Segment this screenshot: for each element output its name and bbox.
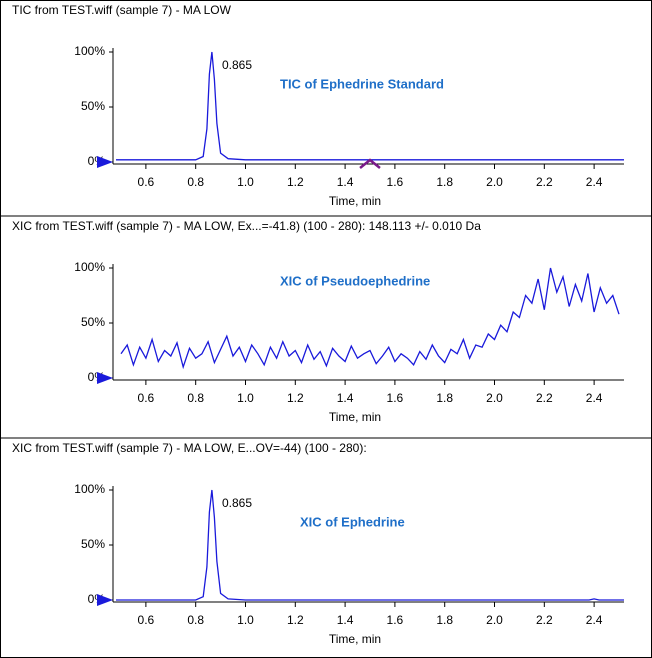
x-tick-label: 1.0 xyxy=(237,613,254,627)
x-tick-label: 0.8 xyxy=(187,175,204,189)
y-tick-label: 100% xyxy=(74,482,105,496)
trace xyxy=(116,51,624,161)
x-tick-label: 2.0 xyxy=(486,175,503,189)
trace-label: XIC of Pseudoephedrine xyxy=(280,273,430,288)
peak-label: 0.865 xyxy=(222,496,252,510)
x-tick-label: 1.6 xyxy=(387,613,404,627)
x-tick-label: 2.4 xyxy=(586,175,603,189)
zero-arrow xyxy=(97,372,113,384)
x-axis-label: Time, min xyxy=(329,410,381,424)
x-tick-label: 1.8 xyxy=(436,613,453,627)
trace-label: TIC of Ephedrine Standard xyxy=(280,76,444,91)
y-tick-label: 100% xyxy=(74,44,105,58)
x-tick-label: 1.2 xyxy=(287,391,304,405)
zero-arrow xyxy=(97,594,113,606)
x-tick-label: 1.6 xyxy=(387,391,404,405)
panel-title: XIC from TEST.wiff (sample 7) - MA LOW, … xyxy=(12,219,481,233)
x-tick-label: 0.6 xyxy=(138,391,155,405)
panel-title: XIC from TEST.wiff (sample 7) - MA LOW, … xyxy=(12,441,367,455)
y-tick-label: 50% xyxy=(81,315,105,329)
x-tick-label: 1.4 xyxy=(337,175,354,189)
x-tick-label: 0.8 xyxy=(187,391,204,405)
x-tick-label: 1.2 xyxy=(287,613,304,627)
x-tick-label: 1.0 xyxy=(237,391,254,405)
x-tick-label: 1.8 xyxy=(436,391,453,405)
x-tick-label: 1.8 xyxy=(436,175,453,189)
x-tick-label: 1.6 xyxy=(387,175,404,189)
x-tick-label: 1.4 xyxy=(337,613,354,627)
cursor-marker xyxy=(359,158,381,169)
x-tick-label: 1.0 xyxy=(237,175,254,189)
x-tick-label: 2.2 xyxy=(536,613,553,627)
x-tick-label: 2.4 xyxy=(586,391,603,405)
x-tick-label: 0.8 xyxy=(187,613,204,627)
y-tick-label: 50% xyxy=(81,99,105,113)
y-tick-label: 100% xyxy=(74,260,105,274)
x-tick-label: 2.2 xyxy=(536,175,553,189)
x-axis-label: Time, min xyxy=(329,632,381,646)
x-axis-label: Time, min xyxy=(329,194,381,208)
trace xyxy=(116,489,624,601)
trace-label: XIC of Ephedrine xyxy=(300,514,405,529)
panel-title: TIC from TEST.wiff (sample 7) - MA LOW xyxy=(12,3,232,17)
x-tick-label: 2.4 xyxy=(586,613,603,627)
x-tick-label: 2.2 xyxy=(536,391,553,405)
x-tick-label: 1.2 xyxy=(287,175,304,189)
x-tick-label: 0.6 xyxy=(138,175,155,189)
trace xyxy=(120,267,620,370)
zero-arrow xyxy=(97,156,113,168)
x-tick-label: 0.6 xyxy=(138,613,155,627)
x-tick-label: 2.0 xyxy=(486,391,503,405)
x-tick-label: 1.4 xyxy=(337,391,354,405)
y-tick-label: 50% xyxy=(81,537,105,551)
peak-label: 0.865 xyxy=(222,58,252,72)
x-tick-label: 2.0 xyxy=(486,613,503,627)
